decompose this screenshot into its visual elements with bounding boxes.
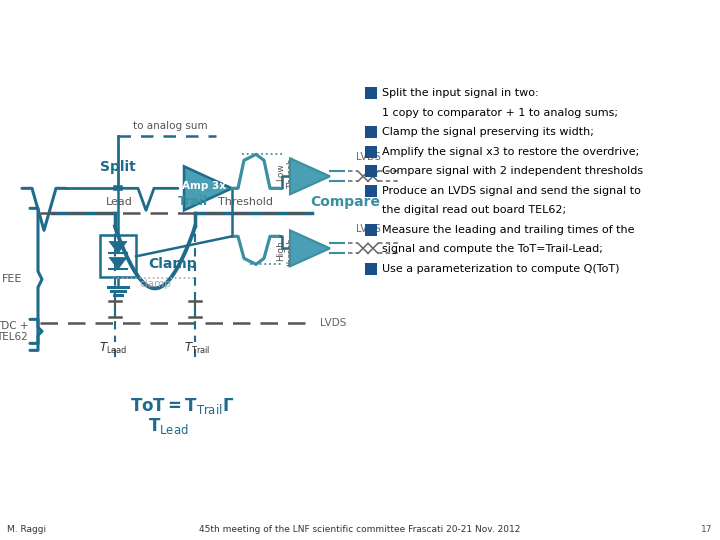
- Text: Split the input signal in two:: Split the input signal in two:: [382, 89, 539, 98]
- Text: High
thresh.: High thresh.: [276, 234, 296, 266]
- Text: 45th meeting of the LNF scientific committee Frascati 20-21 Nov. 2012: 45th meeting of the LNF scientific commi…: [199, 525, 521, 534]
- Text: Compare: Compare: [310, 195, 380, 210]
- Text: Compare signal with 2 independent thresholds: Compare signal with 2 independent thresh…: [382, 166, 643, 177]
- Text: LVDS: LVDS: [356, 224, 380, 234]
- Bar: [365, 126, 377, 138]
- Text: $T_\mathrm{Trail}$: $T_\mathrm{Trail}$: [184, 341, 210, 356]
- Text: Measure the leading and trailing times of the: Measure the leading and trailing times o…: [382, 225, 634, 235]
- Bar: [365, 146, 377, 158]
- Text: Threshold: Threshold: [217, 197, 272, 207]
- Bar: [365, 224, 377, 236]
- Text: LVDS: LVDS: [356, 152, 380, 163]
- Bar: [365, 185, 377, 197]
- Text: Lead: Lead: [106, 197, 132, 207]
- Bar: [365, 165, 377, 177]
- Text: M. Raggi: M. Raggi: [7, 525, 46, 534]
- Text: Use a parameterization to compute Q(ToT): Use a parameterization to compute Q(ToT): [382, 264, 619, 274]
- Polygon shape: [290, 231, 330, 266]
- Polygon shape: [290, 158, 330, 194]
- Text: $\mathbf{ToT{=}T_{\mathrm{Trail}}}$Γ: $\mathbf{ToT{=}T_{\mathrm{Trail}}}$Γ: [130, 396, 234, 416]
- Text: Produce an LVDS signal and send the signal to: Produce an LVDS signal and send the sign…: [382, 186, 641, 196]
- Text: Amp 3x: Amp 3x: [182, 181, 226, 191]
- Text: Clamp the signal preserving its width;: Clamp the signal preserving its width;: [382, 127, 594, 137]
- Bar: [365, 87, 377, 99]
- Polygon shape: [184, 166, 232, 211]
- Text: Low
Thresh.: Low Thresh.: [276, 156, 296, 189]
- Text: FEE: FEE: [2, 274, 22, 285]
- Bar: [365, 263, 377, 275]
- Text: LVDS: LVDS: [320, 319, 346, 328]
- Text: 1 copy to comparator + 1 to analog sums;: 1 copy to comparator + 1 to analog sums;: [382, 108, 618, 118]
- Text: Split: Split: [100, 160, 136, 174]
- Text: the digital read out board TEL62;: the digital read out board TEL62;: [382, 205, 566, 215]
- Text: $\mathbf{T_{\mathrm{Lead}}}$: $\mathbf{T_{\mathrm{Lead}}}$: [148, 416, 189, 436]
- Polygon shape: [109, 241, 127, 253]
- Polygon shape: [109, 258, 127, 269]
- Text: 17: 17: [701, 525, 713, 534]
- Text: signal and compute the ToT=Trail-Lead;: signal and compute the ToT=Trail-Lead;: [382, 244, 603, 254]
- Text: Amplify the signal x3 to restore the overdrive;: Amplify the signal x3 to restore the ove…: [382, 147, 639, 157]
- Text: Clamp: Clamp: [148, 258, 197, 271]
- Text: $T_\mathrm{Lead}$: $T_\mathrm{Lead}$: [99, 341, 127, 356]
- Text: LAV front end working principle: LAV front end working principle: [16, 25, 541, 53]
- Text: clamp: clamp: [139, 279, 171, 289]
- Bar: [100, 235, 136, 278]
- Text: Trail: Trail: [178, 195, 208, 208]
- Text: TDC +
TEL62: TDC + TEL62: [0, 321, 29, 342]
- Text: to analog sum: to analog sum: [132, 122, 207, 131]
